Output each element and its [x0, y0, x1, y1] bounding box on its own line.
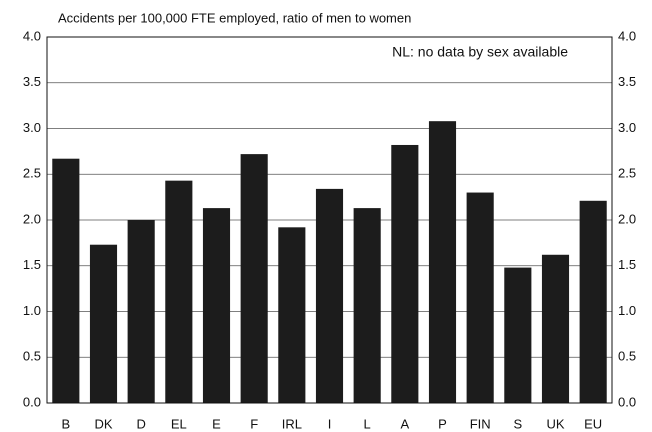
bar	[353, 208, 381, 403]
bar	[579, 200, 607, 403]
plot-border	[46, 36, 613, 404]
y2-tick-label: 1.5	[618, 257, 636, 272]
y2-tick-label: 4.0	[618, 28, 636, 43]
x-tick-label: E	[212, 416, 221, 431]
bar	[428, 121, 457, 404]
x-tick-label: EU	[584, 416, 602, 431]
y2-tick-label: 1.0	[618, 303, 636, 318]
bar	[89, 244, 118, 403]
x-tick-label: S	[513, 416, 522, 431]
y-tick-label: 3.5	[23, 74, 41, 89]
x-tick-label: IRL	[282, 416, 302, 431]
y-tick-label: 0.0	[23, 394, 41, 409]
annotation: NL: no data by sex available	[392, 44, 568, 60]
x-tick-label: I	[328, 416, 332, 431]
y-tick-label: 2.5	[23, 166, 41, 181]
y-tick-label: 3.0	[23, 120, 41, 135]
bar	[52, 158, 80, 403]
x-tick-label: D	[136, 416, 145, 431]
bar	[202, 208, 231, 403]
bar	[278, 227, 306, 403]
bar	[165, 180, 193, 403]
chart-subtitle: Accidents per 100,000 FTE employed, rati…	[58, 10, 411, 25]
bar	[127, 220, 155, 403]
y2-tick-label: 2.0	[618, 211, 636, 226]
y2-tick-label: 0.5	[618, 349, 636, 364]
x-tick-label: UK	[546, 416, 564, 431]
x-tick-label: A	[400, 416, 409, 431]
x-tick-label: DK	[94, 416, 112, 431]
y-tick-label: 1.0	[23, 303, 41, 318]
y-tick-label: 4.0	[23, 28, 41, 43]
y2-tick-label: 2.5	[618, 166, 636, 181]
bar	[391, 144, 419, 403]
y-tick-label: 2.0	[23, 211, 41, 226]
bar	[504, 267, 532, 403]
bar	[541, 254, 570, 403]
y-tick-label: 0.5	[23, 349, 41, 364]
y2-tick-label: 0.0	[618, 394, 636, 409]
y-tick-label: 1.5	[23, 257, 41, 272]
y2-tick-label: 3.5	[618, 74, 636, 89]
x-tick-label: L	[364, 416, 371, 431]
x-tick-label: P	[438, 416, 447, 431]
bar	[240, 154, 268, 403]
x-tick-label: EL	[171, 416, 187, 431]
x-tick-label: B	[61, 416, 70, 431]
bar	[466, 192, 494, 403]
bar	[315, 188, 344, 403]
x-tick-label: FIN	[470, 416, 491, 431]
x-tick-label: F	[250, 416, 258, 431]
y2-tick-label: 3.0	[618, 120, 636, 135]
